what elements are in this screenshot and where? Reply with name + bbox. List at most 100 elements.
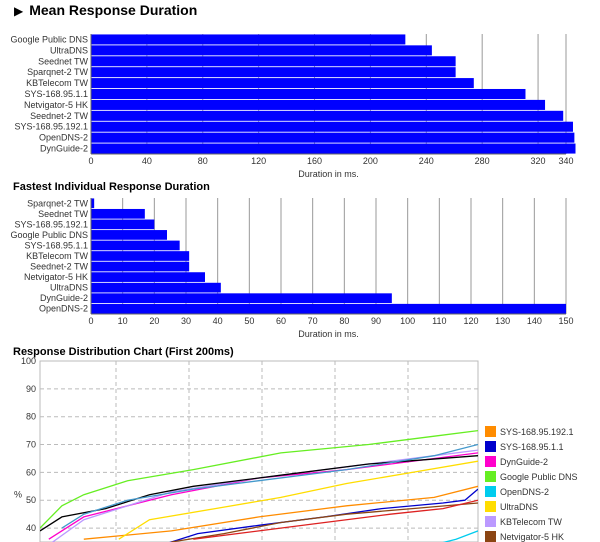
bar — [91, 261, 190, 272]
x-axis-title: Duration in ms. — [298, 169, 359, 179]
legend-swatch — [485, 501, 496, 512]
category-label: SYS-168.95.1.1 — [24, 89, 88, 99]
legend-swatch — [485, 471, 496, 482]
x-axis-title: Duration in ms. — [298, 329, 359, 339]
x-tick-label: 160 — [307, 156, 322, 166]
bar — [91, 88, 526, 100]
x-tick-label: 50 — [244, 316, 254, 326]
x-tick-label: 20 — [149, 316, 159, 326]
bar — [91, 230, 167, 240]
x-tick-label: 100 — [400, 316, 415, 326]
series-line — [442, 530, 478, 542]
x-tick-label: 120 — [251, 156, 266, 166]
category-label: Netvigator-5 HK — [24, 100, 88, 110]
x-tick-label: 30 — [181, 316, 191, 326]
series-line — [118, 460, 478, 540]
legend-swatch — [485, 456, 496, 467]
category-label: OpenDNS-2 — [39, 133, 88, 143]
category-label: KBTelecom TW — [26, 78, 88, 88]
category-label: Sparqnet-2 TW — [27, 67, 88, 77]
y-tick-label: 70 — [26, 440, 36, 450]
x-tick-label: 240 — [419, 156, 434, 166]
legend-swatch — [485, 516, 496, 527]
category-label: Seednet TW — [38, 209, 88, 219]
x-tick-label: 90 — [371, 316, 381, 326]
x-tick-label: 40 — [213, 316, 223, 326]
x-tick-label: 110 — [432, 316, 446, 326]
y-tick-label: 80 — [26, 412, 36, 422]
x-tick-label: 280 — [475, 156, 490, 166]
category-label: SYS-168.95.1.1 — [24, 240, 88, 250]
x-tick-label: 60 — [276, 316, 286, 326]
x-tick-label: 320 — [531, 156, 546, 166]
mean-response-title-text: Mean Response Duration — [29, 2, 198, 18]
x-tick-label: 40 — [142, 156, 152, 166]
y-tick-label: 50 — [26, 495, 36, 505]
y-tick-label: 60 — [26, 467, 36, 477]
category-label: Google Public DNS — [10, 34, 88, 44]
legend-swatch — [485, 426, 496, 437]
distribution-chart-title: Response Distribution Chart (First 200ms… — [13, 346, 234, 358]
series-line — [193, 499, 478, 540]
category-label: KBTelecom TW — [26, 251, 88, 261]
bar — [91, 219, 155, 230]
category-label: Sparqnet-2 TW — [27, 198, 88, 208]
x-tick-label: 140 — [527, 316, 542, 326]
bar — [91, 251, 190, 261]
fastest-response-title: Fastest Individual Response Duration — [13, 181, 210, 193]
category-label: Netvigator-5 HK — [24, 272, 88, 282]
legend-swatch — [485, 441, 496, 452]
x-tick-label: 0 — [88, 316, 93, 326]
category-label: Seednet-2 TW — [30, 262, 88, 272]
bar — [91, 67, 456, 78]
bar — [91, 198, 95, 209]
bar — [91, 293, 392, 304]
legend-label: OpenDNS-2 — [500, 487, 549, 497]
x-tick-label: 80 — [198, 156, 208, 166]
y-axis-title: % — [14, 489, 22, 499]
legend-label: Google Public DNS — [500, 472, 578, 482]
bar — [91, 56, 456, 67]
legend-label: KBTelecom TW — [500, 517, 562, 527]
series-line — [171, 502, 478, 542]
x-tick-label: 0 — [88, 156, 93, 166]
legend-label: UltraDNS — [500, 502, 538, 512]
expand-triangle-icon[interactable]: ▶ — [14, 4, 24, 18]
legend-label: DynGuide-2 — [500, 457, 548, 467]
bar — [91, 272, 205, 282]
x-tick-label: 70 — [308, 316, 318, 326]
bar — [91, 282, 221, 293]
legend-label: SYS-168.95.192.1 — [500, 427, 574, 437]
bar — [91, 99, 546, 110]
legend-swatch — [485, 486, 496, 497]
bar — [91, 208, 145, 219]
series-line — [61, 443, 478, 529]
bar — [91, 303, 566, 314]
mean-response-title: ▶ Mean Response Duration — [14, 2, 197, 18]
bar — [91, 78, 474, 89]
y-tick-label: 40 — [26, 523, 36, 533]
category-label: Google Public DNS — [10, 230, 88, 240]
bar — [91, 121, 573, 132]
y-tick-label: 100 — [21, 356, 36, 366]
series-line — [169, 488, 478, 542]
bar — [91, 34, 406, 45]
distribution-chart: 40 50 60 70 80 90 100% SYS-168.95.192.1 SYS-168.… — [14, 356, 578, 542]
bar — [91, 143, 576, 154]
x-tick-label: 340 — [558, 156, 573, 166]
bar — [91, 110, 564, 121]
category-label: DynGuide-2 — [40, 293, 88, 303]
category-label: Seednet-2 TW — [30, 111, 88, 121]
x-tick-label: 150 — [558, 316, 573, 326]
category-label: OpenDNS-2 — [39, 304, 88, 314]
series-line — [40, 455, 478, 532]
bar — [91, 132, 575, 143]
x-tick-label: 200 — [363, 156, 378, 166]
category-label: DynGuide-2 — [40, 144, 88, 154]
bar — [91, 240, 180, 251]
x-tick-label: 130 — [495, 316, 510, 326]
plot-area — [39, 360, 479, 542]
legend-label: Netvigator-5 HK — [500, 532, 564, 542]
x-tick-label: 120 — [463, 316, 478, 326]
